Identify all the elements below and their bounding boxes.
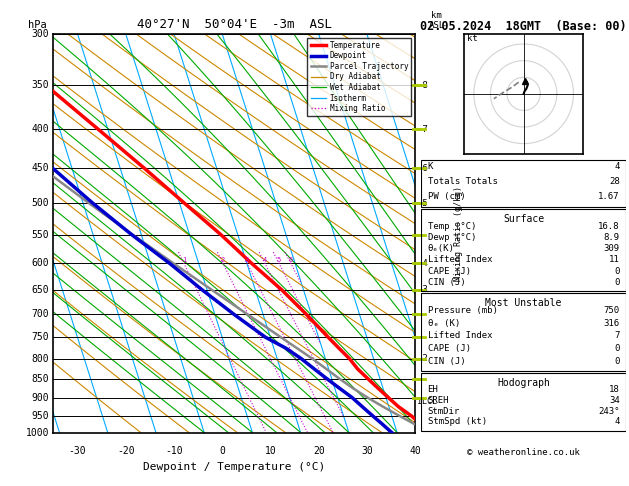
Text: 30: 30	[361, 447, 373, 456]
Text: 450: 450	[31, 163, 49, 173]
Text: Most Unstable: Most Unstable	[486, 298, 562, 308]
Text: -5: -5	[417, 199, 428, 208]
Text: 0: 0	[615, 357, 620, 366]
Text: 28: 28	[609, 177, 620, 186]
Text: 16.8: 16.8	[598, 222, 620, 231]
Text: 8.9: 8.9	[604, 233, 620, 242]
Text: 1.67: 1.67	[598, 192, 620, 201]
Text: θₑ(K): θₑ(K)	[428, 244, 454, 253]
Text: CIN (J): CIN (J)	[428, 278, 465, 287]
Text: 550: 550	[31, 230, 49, 240]
Text: SREH: SREH	[428, 396, 449, 405]
Text: 5: 5	[277, 258, 281, 263]
Text: Lifted Index: Lifted Index	[428, 255, 492, 264]
Text: -30: -30	[69, 447, 86, 456]
Text: 4: 4	[615, 417, 620, 426]
Text: 1LCL: 1LCL	[417, 397, 437, 406]
Text: 7: 7	[615, 331, 620, 340]
Text: CAPE (J): CAPE (J)	[428, 266, 470, 276]
Text: Dewp (°C): Dewp (°C)	[428, 233, 476, 242]
Text: 11: 11	[609, 255, 620, 264]
Text: 4: 4	[263, 258, 267, 263]
Text: 18: 18	[609, 385, 620, 394]
Text: 2: 2	[221, 258, 225, 263]
Text: -3: -3	[417, 285, 428, 295]
Text: 950: 950	[31, 411, 49, 420]
Text: 750: 750	[31, 332, 49, 342]
Text: -4: -4	[417, 259, 428, 268]
Text: 350: 350	[31, 80, 49, 90]
Bar	[421, 293, 626, 371]
Text: 0: 0	[615, 278, 620, 287]
Text: 0: 0	[220, 447, 225, 456]
Text: CAPE (J): CAPE (J)	[428, 344, 470, 353]
Text: -20: -20	[117, 447, 135, 456]
Bar	[421, 373, 626, 431]
Text: 500: 500	[31, 198, 49, 208]
Text: Temp (°C): Temp (°C)	[428, 222, 476, 231]
Text: 20: 20	[313, 447, 325, 456]
Text: -6: -6	[417, 164, 428, 173]
Text: 1000: 1000	[26, 428, 49, 437]
Text: 6: 6	[289, 258, 293, 263]
Text: 316: 316	[604, 319, 620, 328]
Text: 0: 0	[615, 266, 620, 276]
Text: 02.05.2024  18GMT  (Base: 00): 02.05.2024 18GMT (Base: 00)	[420, 20, 627, 33]
Text: Surface: Surface	[503, 214, 544, 224]
Text: Hodograph: Hodograph	[497, 378, 550, 387]
Text: 900: 900	[31, 393, 49, 403]
Text: Pressure (mb): Pressure (mb)	[428, 306, 498, 315]
Text: 34: 34	[609, 396, 620, 405]
Text: 850: 850	[31, 374, 49, 384]
Text: 750: 750	[604, 306, 620, 315]
Text: StmSpd (kt): StmSpd (kt)	[428, 417, 487, 426]
Text: km
ASL: km ASL	[429, 11, 445, 30]
Text: 0: 0	[615, 344, 620, 353]
Text: © weatheronline.co.uk: © weatheronline.co.uk	[467, 449, 580, 457]
Text: EH: EH	[428, 385, 438, 394]
Text: 600: 600	[31, 259, 49, 268]
Text: StmDir: StmDir	[428, 407, 460, 416]
Text: θₑ (K): θₑ (K)	[428, 319, 460, 328]
Legend: Temperature, Dewpoint, Parcel Trajectory, Dry Adiabat, Wet Adiabat, Isotherm, Mi: Temperature, Dewpoint, Parcel Trajectory…	[308, 38, 411, 116]
Text: 300: 300	[31, 29, 49, 39]
Text: PW (cm): PW (cm)	[428, 192, 465, 201]
Text: -7: -7	[417, 125, 428, 134]
Text: Dewpoint / Temperature (°C): Dewpoint / Temperature (°C)	[143, 463, 325, 472]
Text: K: K	[428, 162, 433, 172]
Title: 40°27'N  50°04'E  -3m  ASL: 40°27'N 50°04'E -3m ASL	[136, 18, 332, 32]
Bar	[421, 159, 626, 208]
Text: 3: 3	[245, 258, 249, 263]
Text: 309: 309	[604, 244, 620, 253]
Text: hPa: hPa	[28, 20, 47, 30]
Text: 650: 650	[31, 285, 49, 295]
Text: Totals Totals: Totals Totals	[428, 177, 498, 186]
Text: 40: 40	[409, 447, 421, 456]
Text: -2: -2	[417, 354, 428, 363]
Text: CIN (J): CIN (J)	[428, 357, 465, 366]
Text: 4: 4	[615, 162, 620, 172]
Text: -10: -10	[165, 447, 183, 456]
Text: Lifted Index: Lifted Index	[428, 331, 492, 340]
Text: 700: 700	[31, 310, 49, 319]
Text: -8: -8	[417, 81, 428, 89]
Text: 1: 1	[182, 258, 186, 263]
Text: Mixing Ratio (g/kg): Mixing Ratio (g/kg)	[454, 186, 463, 281]
Text: 243°: 243°	[598, 407, 620, 416]
Bar	[421, 209, 626, 291]
Text: 800: 800	[31, 354, 49, 364]
Text: 10: 10	[265, 447, 276, 456]
Text: 400: 400	[31, 124, 49, 134]
